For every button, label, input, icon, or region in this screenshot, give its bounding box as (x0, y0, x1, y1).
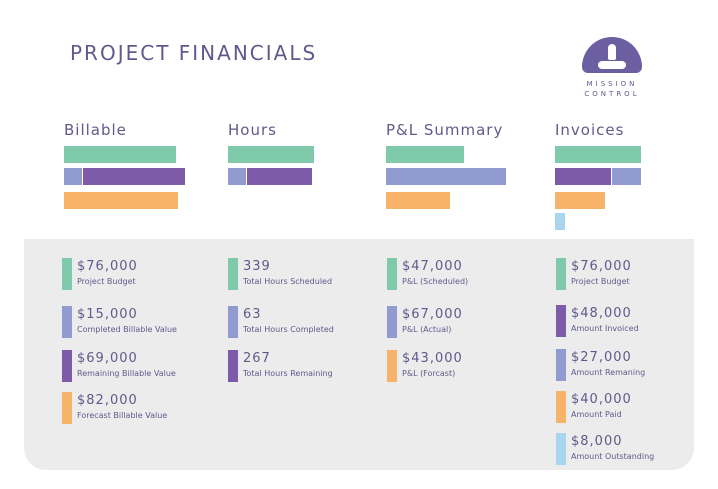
legend-value: 339 (243, 259, 271, 274)
page-title: PROJECT FINANCIALS (70, 41, 318, 65)
smoke-icon (598, 61, 626, 69)
billable-heading: Billable (64, 121, 127, 139)
legend-value: 63 (243, 307, 262, 322)
hours-heading: Hours (228, 121, 277, 139)
legend-value: $8,000 (571, 434, 623, 449)
legend-value: $76,000 (77, 259, 138, 274)
legend-value: $27,000 (571, 350, 632, 365)
legend-value: $40,000 (571, 392, 632, 407)
legend-label: Forecast Billable Value (77, 411, 168, 420)
legend-swatch (228, 258, 238, 290)
invoices-outstanding-bar (555, 213, 565, 230)
legend-swatch (556, 258, 566, 290)
legend-value: $47,000 (402, 259, 463, 274)
legend-value: $48,000 (571, 306, 632, 321)
pl-scheduled-bar (386, 146, 464, 163)
pl-forecast-bar (386, 192, 450, 209)
legend-swatch (387, 350, 397, 382)
logo-text-line1: MISSION (586, 80, 638, 88)
legend-label: Completed Billable Value (77, 325, 177, 334)
billable-completed-bar (64, 168, 82, 185)
legend-label: P&L (Scheduled) (402, 277, 469, 286)
billable-budget-bar (64, 146, 176, 163)
billable-remaining-bar (83, 168, 185, 185)
legend-label: Project Budget (77, 277, 136, 286)
legend-swatch (387, 306, 397, 338)
legend-label: Amount Remaning (571, 368, 646, 377)
hours-remaining-bar (247, 168, 312, 185)
legend-label: Project Budget (571, 277, 630, 286)
legend-swatch (62, 306, 72, 338)
rocket-icon (608, 44, 616, 60)
legend-swatch (62, 258, 72, 290)
legend-label: Total Hours Completed (243, 325, 334, 334)
hours-completed-bar (228, 168, 246, 185)
legend-label: Remaining Billable Value (77, 369, 176, 378)
legend-swatch (228, 350, 238, 382)
legend-label: P&L (Forcast) (402, 369, 456, 378)
legend-label: Amount Invoiced (571, 324, 639, 333)
legend-value: $43,000 (402, 351, 463, 366)
legend-label: Amount Paid (571, 410, 622, 419)
legend-label: P&L (Actual) (402, 325, 452, 334)
legend-value: $76,000 (571, 259, 632, 274)
legend-swatch (62, 350, 72, 382)
invoices-paid-bar (555, 192, 605, 209)
pl-actual-bar (386, 168, 506, 185)
hours-scheduled-bar (228, 146, 314, 163)
billable-forecast-bar (64, 192, 178, 209)
legend-value: $15,000 (77, 307, 138, 322)
legend-swatch (62, 392, 72, 424)
legend-label: Amount Outstanding (571, 452, 655, 461)
mission-control-logo: MISSION CONTROL (578, 37, 646, 103)
invoices-invoiced-bar (555, 168, 611, 185)
logo-text-line2: CONTROL (584, 90, 640, 98)
legend-label: Total Hours Scheduled (243, 277, 333, 286)
legend-value: 267 (243, 351, 271, 366)
legend-value: $82,000 (77, 393, 138, 408)
legend-value: $67,000 (402, 307, 463, 322)
legend-swatch (556, 433, 566, 465)
legend-swatch (556, 391, 566, 423)
invoices-heading: Invoices (555, 121, 625, 139)
legend-swatch (387, 258, 397, 290)
legend-panel (24, 239, 694, 470)
pl-summary-heading: P&L Summary (386, 121, 504, 139)
legend-value: $69,000 (77, 351, 138, 366)
invoices-budget-bar (555, 146, 641, 163)
invoices-remaining-bar (612, 168, 641, 185)
legend-swatch (228, 306, 238, 338)
legend-label: Total Hours Remaining (243, 369, 333, 378)
legend-swatch (556, 305, 566, 337)
legend-swatch (556, 349, 566, 381)
